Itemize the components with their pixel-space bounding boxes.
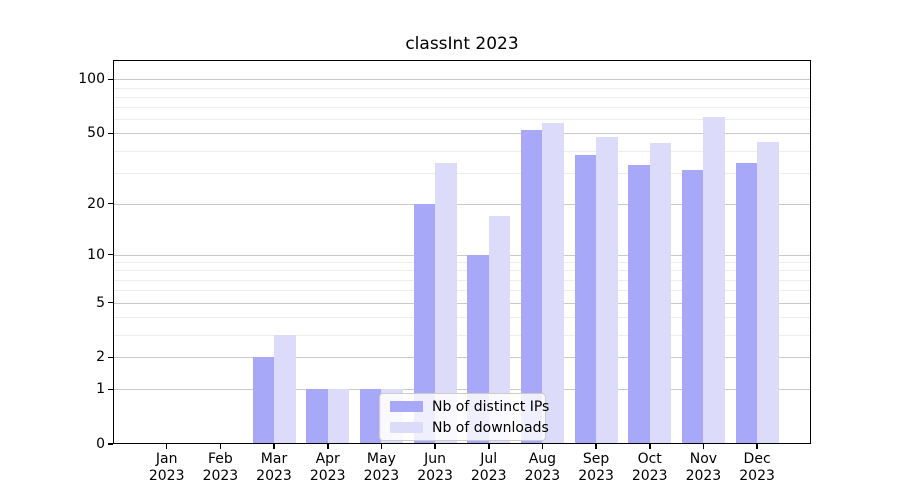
- bar-nb-of-downloads: [435, 163, 457, 444]
- x-tick-mark: [541, 444, 544, 449]
- x-tick-mark: [434, 444, 436, 449]
- gridline-minor: [113, 107, 811, 109]
- gridlines-layer: [113, 60, 811, 444]
- bar-nb-of-distinct-ips: [413, 203, 436, 444]
- x-tick-label: Jul 2023: [470, 451, 507, 484]
- x-tick-label: Sep 2023: [578, 451, 614, 484]
- y-tick-label: 1: [96, 381, 105, 398]
- y-tick-label: 50: [87, 125, 105, 142]
- gridline-major: [113, 254, 811, 256]
- x-tick-label: Feb 2023: [202, 451, 239, 484]
- gridline-minor: [113, 270, 811, 272]
- x-tick-mark: [219, 444, 222, 449]
- bar-nb-of-downloads: [596, 136, 618, 444]
- x-tick-mark: [488, 444, 490, 449]
- y-tick-mark: [108, 78, 113, 81]
- y-tick-mark: [108, 388, 113, 390]
- legend-item-downloads: Nb of downloads: [390, 419, 549, 436]
- x-tick-label: Jun 2023: [417, 451, 453, 484]
- y-tick-mark: [108, 202, 113, 205]
- y-tick-mark: [108, 356, 113, 358]
- gridline-minor: [113, 334, 811, 336]
- bar-nb-of-distinct-ips: [359, 389, 382, 444]
- y-tick-mark: [108, 132, 113, 135]
- gridline-minor: [113, 316, 811, 318]
- gridline-minor: [113, 172, 811, 174]
- x-tick-mark: [273, 444, 275, 449]
- x-tick-mark: [165, 444, 168, 449]
- chart-title: classInt 2023: [405, 34, 519, 54]
- gridline-major: [113, 389, 811, 391]
- x-tick-label: Jan 2023: [148, 451, 185, 484]
- bar-nb-of-distinct-ips: [574, 154, 597, 444]
- gridline-major: [113, 79, 811, 81]
- bar-nb-of-distinct-ips: [735, 163, 758, 444]
- gridline-minor: [113, 96, 811, 98]
- x-tick-label: Dec 2023: [739, 451, 775, 484]
- legend-label-distinct-ips: Nb of distinct IPs: [432, 398, 550, 415]
- x-tick-mark: [649, 444, 651, 449]
- plot-area: Nb of distinct IPs Nb of downloads: [113, 60, 811, 444]
- bar-nb-of-distinct-ips: [628, 165, 650, 444]
- x-tick-mark: [756, 444, 758, 449]
- x-tick-mark: [380, 444, 383, 449]
- gridline-minor: [113, 290, 811, 292]
- bars-layer: [113, 60, 811, 444]
- x-tick-mark: [327, 444, 329, 449]
- x-tick-label: May 2023: [363, 451, 400, 484]
- plot-frame: [113, 60, 811, 444]
- gridline-major: [113, 203, 811, 205]
- bar-nb-of-downloads: [542, 123, 564, 444]
- bar-nb-of-distinct-ips: [681, 170, 704, 444]
- bar-nb-of-downloads: [757, 141, 779, 444]
- bar-nb-of-downloads: [274, 334, 296, 444]
- bar-nb-of-downloads: [327, 389, 350, 444]
- y-tick-label: 5: [96, 294, 105, 311]
- y-tick-label: 100: [78, 71, 105, 88]
- bar-nb-of-downloads: [649, 143, 672, 444]
- x-tick-label: Apr 2023: [309, 451, 346, 484]
- y-tick-mark: [108, 443, 113, 445]
- legend-label-downloads: Nb of downloads: [432, 419, 549, 436]
- y-tick-label: 10: [87, 246, 105, 263]
- legend: Nb of distinct IPs Nb of downloads: [379, 393, 549, 441]
- x-tick-mark: [702, 444, 705, 449]
- x-tick-label: Nov 2023: [685, 451, 722, 484]
- y-tick-mark: [108, 253, 113, 256]
- bar-nb-of-downloads: [703, 116, 725, 444]
- y-tick-label: 2: [96, 349, 105, 366]
- y-tick-label: 0: [96, 436, 105, 452]
- bar-nb-of-downloads: [488, 215, 511, 444]
- gridline-major: [113, 133, 811, 135]
- gridline-minor: [113, 150, 811, 152]
- x-tick-mark: [595, 444, 597, 449]
- legend-item-distinct-ips: Nb of distinct IPs: [390, 398, 549, 415]
- legend-swatch-distinct-ips: [390, 401, 423, 412]
- x-tick-label: Aug 2023: [524, 451, 561, 484]
- gridline-minor: [113, 87, 811, 89]
- legend-swatch-downloads: [390, 422, 423, 433]
- x-tick-label: Oct 2023: [631, 451, 668, 484]
- gridline-minor: [113, 119, 811, 121]
- gridline-major: [113, 357, 811, 359]
- gridline-minor: [113, 262, 811, 264]
- x-tick-label: Mar 2023: [256, 451, 292, 484]
- y-tick-mark: [108, 301, 113, 304]
- gridline-major: [113, 302, 811, 304]
- bar-nb-of-distinct-ips: [520, 130, 543, 444]
- y-tick-label: 20: [87, 195, 105, 212]
- bar-nb-of-distinct-ips: [252, 357, 274, 444]
- bar-nb-of-distinct-ips: [306, 389, 328, 444]
- gridline-minor: [113, 279, 811, 281]
